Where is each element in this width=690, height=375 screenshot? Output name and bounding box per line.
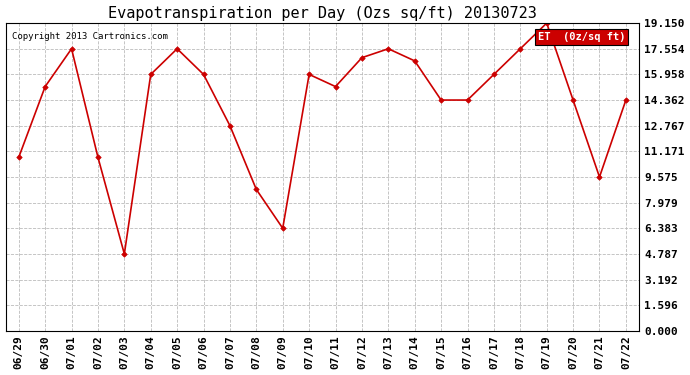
Title: Evapotranspiration per Day (Ozs sq/ft) 20130723: Evapotranspiration per Day (Ozs sq/ft) 2… — [108, 6, 537, 21]
Text: Copyright 2013 Cartronics.com: Copyright 2013 Cartronics.com — [12, 32, 168, 41]
Text: ET  (0z/sq ft): ET (0z/sq ft) — [538, 32, 625, 42]
